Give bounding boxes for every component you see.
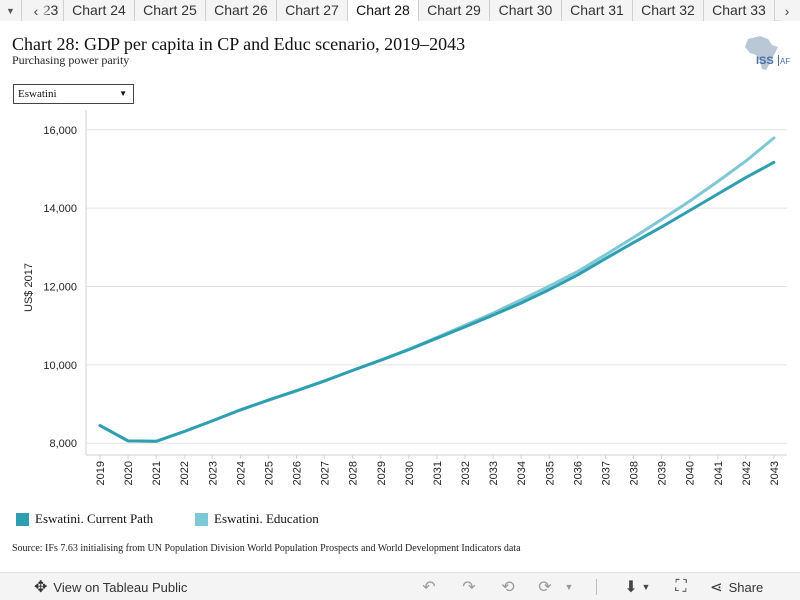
y-axis-title: US$ 2017 bbox=[23, 263, 35, 312]
legend-label-education: Eswatini. Education bbox=[214, 511, 319, 526]
tab-chart-26[interactable]: Chart 26 bbox=[206, 0, 277, 21]
refresh-dropdown-icon[interactable]: ▼ bbox=[564, 582, 574, 592]
share-button[interactable]: ⋖ Share bbox=[710, 573, 763, 600]
x-tick-label: 2022 bbox=[179, 461, 191, 485]
tab-chart-32[interactable]: Chart 32 bbox=[633, 0, 704, 21]
x-tick-label: 2040 bbox=[685, 461, 697, 485]
x-tick-label: 2043 bbox=[769, 461, 781, 485]
revert-icon[interactable]: ⟲ bbox=[501, 579, 515, 596]
x-tick-label: 2033 bbox=[488, 461, 500, 485]
y-tick-label: 8,000 bbox=[49, 438, 77, 450]
x-tick-label: 2026 bbox=[292, 461, 304, 485]
page-subtitle: Purchasing power parity bbox=[12, 53, 130, 67]
x-tick-label: 2027 bbox=[320, 461, 332, 485]
x-tick-label: 2025 bbox=[263, 461, 275, 485]
iss-africa-logo: ISS AF bbox=[745, 36, 790, 70]
line-chart: 8,000 10,000 12,000 14,000 16,000 US$ 2017 201… bbox=[23, 110, 787, 485]
logo-divider bbox=[778, 55, 779, 66]
tab-chart-31[interactable]: Chart 31 bbox=[562, 0, 633, 21]
legend-item-education[interactable]: Eswatini. Education bbox=[195, 509, 319, 529]
country-select-value: Eswatini bbox=[18, 88, 57, 100]
redo-icon[interactable]: ↷ bbox=[462, 579, 476, 596]
undo-icon[interactable]: ↶ bbox=[422, 579, 436, 596]
x-tick-label: 2039 bbox=[657, 461, 669, 485]
tableau-toolbar: ✥ View on Tableau Public ↶ ↷ ⟲ ⟳ ▼ ⬇ ▼ ⛶… bbox=[0, 572, 800, 600]
x-tick-label: 2029 bbox=[376, 461, 388, 485]
x-tick-label: 2042 bbox=[741, 461, 753, 485]
legend-swatch-current-path bbox=[16, 512, 29, 526]
toolbar-divider bbox=[596, 579, 597, 595]
y-tick-label: 10,000 bbox=[43, 360, 77, 372]
x-tick-label: 2032 bbox=[460, 461, 472, 485]
chevron-down-icon: ▼ bbox=[119, 89, 127, 98]
x-tick-label: 2024 bbox=[235, 461, 247, 485]
view-on-tableau-button[interactable]: ✥ View on Tableau Public bbox=[34, 573, 187, 600]
y-tick-label: 14,000 bbox=[43, 203, 77, 215]
share-icon: ⋖ bbox=[710, 579, 723, 596]
legend-swatch-education bbox=[195, 512, 208, 526]
tab-chart-29[interactable]: Chart 29 bbox=[419, 0, 490, 21]
africa-map-icon bbox=[745, 36, 778, 70]
legend-label-current-path: Eswatini. Current Path bbox=[35, 511, 154, 526]
view-on-tableau-label: View on Tableau Public bbox=[53, 579, 188, 595]
fullscreen-icon[interactable]: ⛶ bbox=[675, 578, 687, 595]
x-tick-label: 2037 bbox=[600, 461, 612, 485]
series-line-eswatini-current-path[interactable] bbox=[98, 160, 776, 443]
tab-chart-28[interactable]: Chart 28 bbox=[348, 0, 419, 21]
y-tick-label: 12,000 bbox=[43, 282, 77, 294]
series-line-eswatini-education[interactable] bbox=[98, 136, 776, 443]
x-tick-label: 2034 bbox=[516, 461, 528, 485]
tab-chart-30[interactable]: Chart 30 bbox=[490, 0, 562, 21]
x-tick-label: 2035 bbox=[544, 461, 556, 485]
source-note: Source: IFs 7.63 initialising from UN Po… bbox=[12, 543, 521, 554]
x-tick-label: 2021 bbox=[151, 461, 163, 485]
chevron-left-icon[interactable]: ‹ bbox=[22, 0, 50, 21]
x-tick-label: 2031 bbox=[432, 461, 444, 485]
country-select[interactable]: Eswatini ▼ bbox=[13, 84, 134, 104]
tab-chart-24[interactable]: Chart 24 bbox=[64, 0, 135, 21]
share-label: Share bbox=[728, 579, 764, 595]
logo-text: ISS bbox=[756, 55, 774, 67]
dropdown-caret-icon[interactable]: ▼ bbox=[0, 0, 22, 21]
x-tick-label: 2019 bbox=[95, 461, 107, 485]
x-tick-label: 2020 bbox=[123, 461, 135, 485]
y-tick-label: 16,000 bbox=[43, 125, 77, 137]
download-icon[interactable]: ⬇ bbox=[624, 579, 638, 596]
x-tick-label: 2023 bbox=[207, 461, 219, 485]
download-dropdown-icon[interactable]: ▼ bbox=[641, 582, 651, 592]
chevron-right-icon[interactable]: › bbox=[774, 0, 800, 21]
tab-chart-27[interactable]: Chart 27 bbox=[277, 0, 348, 21]
tab-chart-33[interactable]: Chart 33 bbox=[704, 0, 775, 21]
x-tick-label: 2028 bbox=[348, 461, 360, 485]
x-tick-label: 2038 bbox=[629, 461, 641, 485]
x-tick-label: 2036 bbox=[572, 461, 584, 485]
page-title: Chart 28: GDP per capita in CP and Educ … bbox=[12, 34, 466, 54]
tab-chart-25[interactable]: Chart 25 bbox=[135, 0, 206, 21]
legend-item-current-path[interactable]: Eswatini. Current Path bbox=[16, 509, 153, 529]
x-tick-label: 2030 bbox=[404, 461, 416, 485]
refresh-icon[interactable]: ⟳ bbox=[538, 579, 552, 596]
logo-suffix: AF bbox=[780, 57, 790, 66]
x-tick-label: 2041 bbox=[713, 461, 725, 485]
tableau-logo-icon: ✥ bbox=[34, 579, 48, 596]
